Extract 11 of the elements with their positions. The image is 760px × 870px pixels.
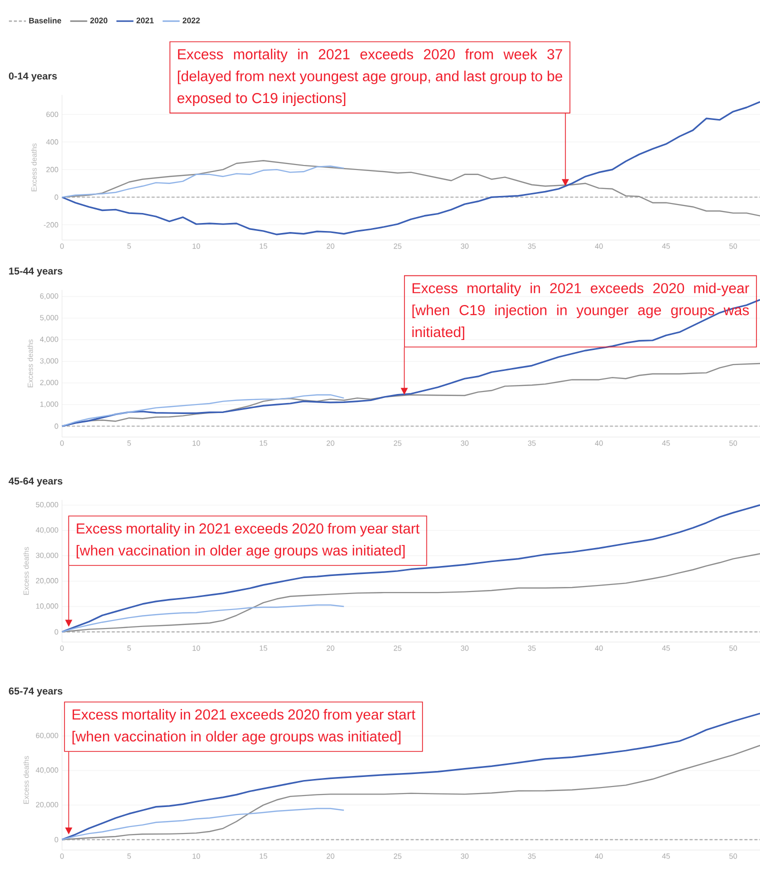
- chart-title: 0-14 years: [8, 72, 57, 82]
- chart-title: 15-44 years: [9, 268, 62, 276]
- annotation: Excess mortality in 2021 exceeds 2020 from week 37 [delayed from next youngest age group, and last group to be exposed to C19 injections]: [178, 48, 562, 106]
- chart-title: 45-64 years: [8, 477, 62, 487]
- chart-title: 65-74 years: [8, 687, 62, 697]
- line-series: [61, 504, 760, 633]
- annotation: Excess mortality in 2021 exceeds 2020 mid-year [when C19 injection in younger age groups was initiated]: [412, 282, 750, 340]
- line-series: [61, 744, 760, 840]
- line-series: [61, 166, 344, 198]
- annotation: Excess mortality in 2021 exceeds 2020 from year start [when vaccination in older age groups was initiated]: [76, 523, 420, 558]
- annotation: Excess mortality in 2021 exceeds 2020 from year start [when vaccination in older age groups was initiated]: [72, 709, 416, 744]
